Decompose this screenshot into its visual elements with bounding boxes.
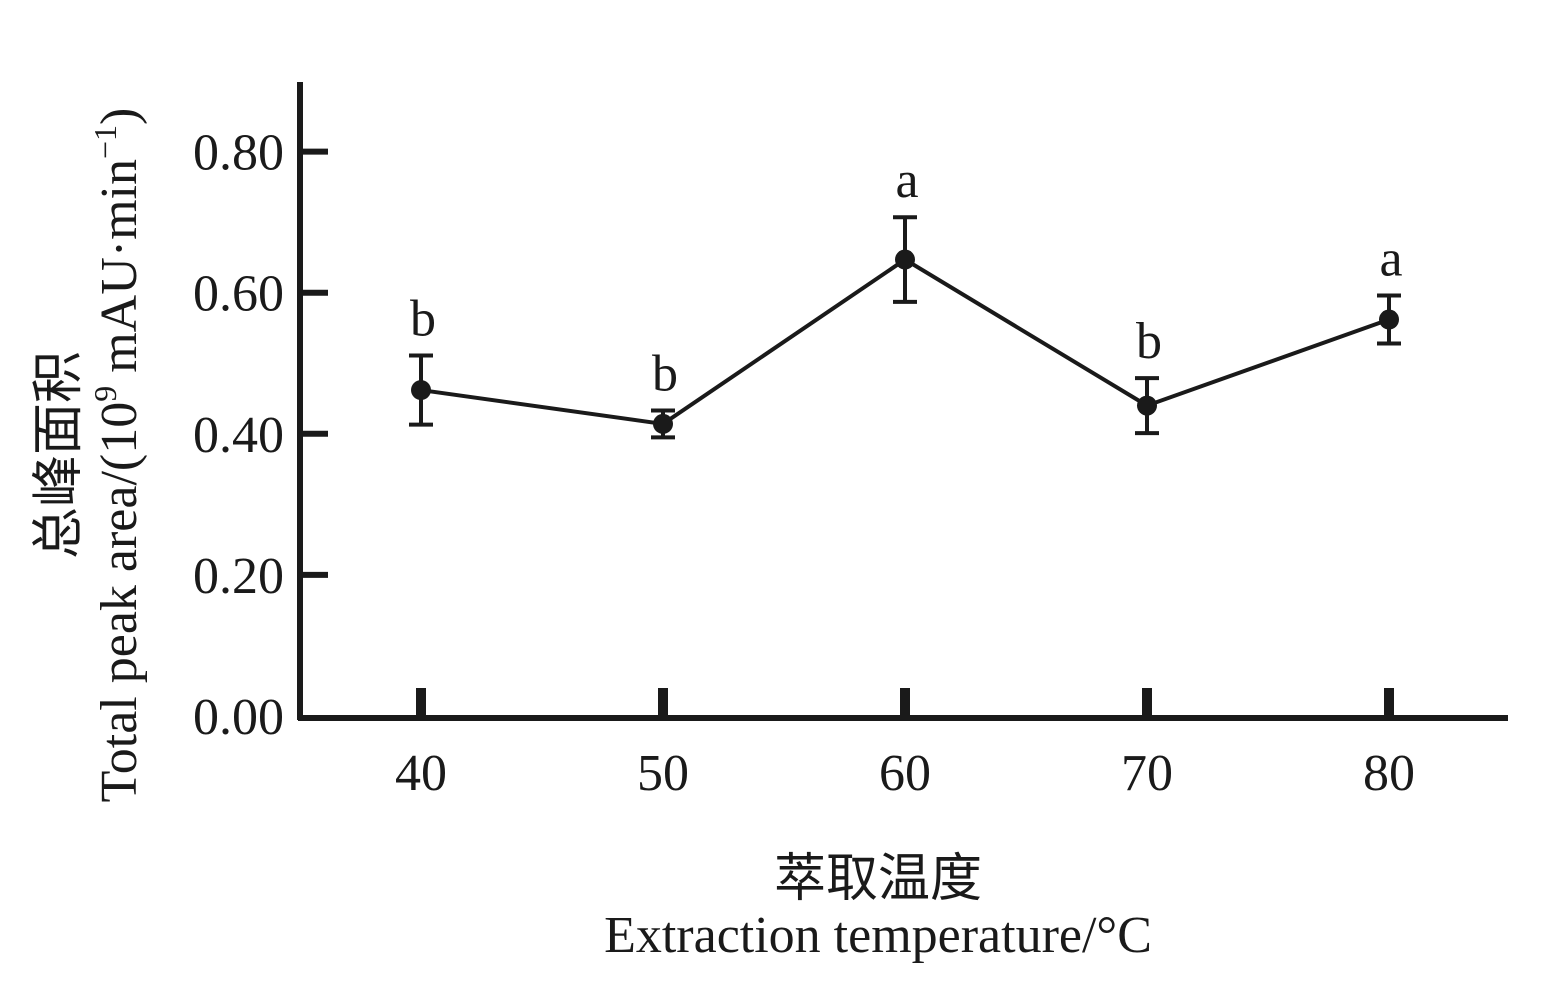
significance-letter: b [1136, 313, 1162, 370]
data-point [895, 249, 915, 270]
x-tick-label: 80 [1363, 745, 1415, 802]
y-axis-title-sup2: −1 [87, 125, 123, 159]
y-tick-label: 0.60 [193, 266, 284, 323]
x-tick-label: 70 [1121, 745, 1173, 802]
y-tick-label: 0.00 [193, 689, 284, 746]
x-tick-label: 40 [395, 745, 447, 802]
y-axis-title-prefix: Total peak area/(10 [91, 402, 148, 803]
y-tick-label: 0.20 [193, 548, 284, 605]
significance-letter: a [895, 152, 918, 209]
y-axis-title-cn: 总峰面积 [31, 351, 88, 559]
significance-letter: a [1379, 231, 1402, 288]
x-ticks: 40 50 60 70 80 [395, 688, 1415, 802]
y-tick-label: 0.80 [193, 125, 284, 182]
y-ticks: 0.00 0.20 0.40 0.60 0.80 [193, 125, 328, 746]
significance-letter: b [652, 346, 678, 403]
x-axis-title-cn: 萃取温度 [774, 851, 982, 908]
data-point [1137, 395, 1157, 416]
y-tick-label: 0.40 [193, 407, 284, 464]
y-axis-title-mid: mAU·min [91, 159, 148, 386]
y-axis-title-en: Total peak area/(109 mAU·min−1) [87, 108, 148, 803]
data-point [653, 413, 673, 434]
data-series: b b a b a [409, 152, 1403, 440]
data-point [411, 380, 431, 401]
y-axis-title-sup: 9 [87, 386, 123, 402]
significance-letter: b [410, 290, 436, 347]
x-tick-label: 50 [637, 745, 689, 802]
x-tick-label: 60 [879, 745, 931, 802]
y-axis-title-suffix: ) [91, 108, 148, 125]
data-point [1379, 309, 1399, 330]
x-axis-title-en: Extraction temperature/°C [604, 907, 1152, 964]
